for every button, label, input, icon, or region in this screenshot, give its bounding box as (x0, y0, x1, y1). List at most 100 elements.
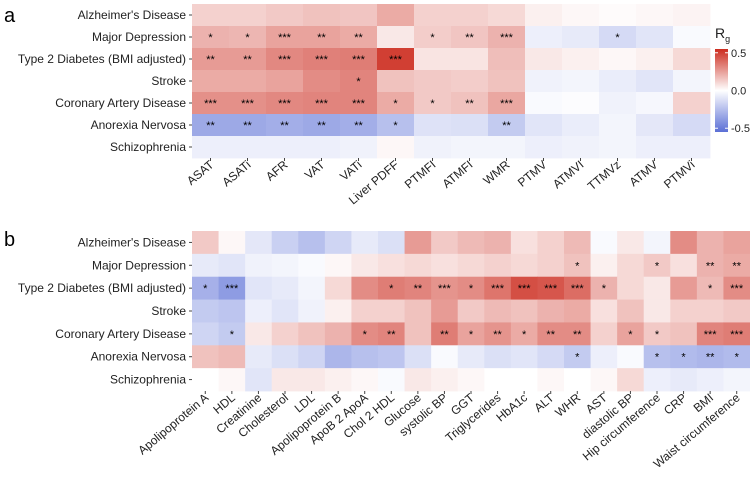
heatmap-cell-a-r5-c5 (377, 114, 415, 137)
heatmap-cell-b-r2-c3 (271, 276, 299, 300)
legend-tick-label-2: -0.5 (731, 123, 750, 135)
heatmap-cell-a-r2-c7 (451, 48, 489, 71)
heatmap-cell-a-r0-c10 (562, 4, 600, 27)
heatmap-cell-a-r4-c7 (451, 92, 489, 115)
heatmap-cell-b-r3-c14 (564, 299, 591, 323)
heatmap-cell-b-r5-c0 (192, 345, 219, 369)
heatmap-cell-a-r5-c8 (488, 114, 526, 137)
heatmap-cell-a-r2-c1 (229, 48, 267, 71)
heatmap-cell-b-r4-c13 (537, 322, 565, 346)
significance-marker-a-r4-c5: * (393, 98, 398, 110)
significance-marker-b-r5-c19: ** (706, 352, 715, 364)
heatmap-cell-b-r6-c0 (192, 368, 219, 392)
heatmap-cell-a-r4-c2 (266, 92, 304, 115)
heatmap-cell-a-r2-c6 (414, 48, 452, 71)
heatmap-cell-b-r5-c15 (590, 345, 618, 369)
heatmap-cell-a-r6-c7 (451, 136, 489, 159)
significance-marker-a-r5-c0: ** (206, 120, 215, 132)
heatmap-cell-a-r3-c0 (192, 70, 230, 93)
heatmap-cell-b-r5-c19 (696, 345, 724, 369)
significance-marker-a-r1-c1: * (245, 32, 250, 44)
heatmap-cell-b-r4-c4 (298, 322, 326, 346)
heatmap-cell-a-r2-c4 (340, 48, 378, 71)
heatmap-cell-a-r3-c3 (303, 70, 341, 93)
heatmap-cell-b-r2-c17 (643, 276, 671, 300)
significance-marker-b-r5-c18: * (681, 352, 686, 364)
heatmap-cell-a-r5-c13 (673, 114, 711, 137)
significance-marker-b-r2-c13: *** (544, 283, 558, 295)
heatmap-cell-a-r4-c1 (229, 92, 267, 115)
heatmap-cell-b-r3-c16 (617, 299, 645, 323)
heatmap-cell-a-r4-c11 (599, 92, 637, 115)
heatmap-cell-b-r4-c1 (218, 322, 246, 346)
heatmap-cell-b-r0-c0 (192, 231, 219, 255)
heatmap-cell-b-r3-c11 (484, 299, 512, 323)
heatmap-cell-b-r0-c7 (378, 231, 405, 255)
heatmap-cell-b-r0-c10 (457, 231, 485, 255)
heatmap-cell-b-r0-c19 (696, 231, 724, 255)
heatmap-cell-b-r1-c19 (696, 253, 724, 278)
significance-marker-b-r4-c13: ** (546, 329, 555, 341)
heatmap-panel-a: a* * *** ** ** * ** *** *** ** *** *** *** ******* ***… (4, 4, 711, 207)
heatmap-cell-b-r3-c20 (723, 299, 750, 323)
heatmap-cell-a-r0-c12 (636, 4, 674, 27)
heatmap-cell-b-r3-c0 (192, 299, 219, 323)
significance-marker-b-r4-c19: *** (704, 329, 718, 341)
significance-marker-a-r2-c0: ** (206, 54, 215, 66)
heatmap-cell-b-r2-c15 (590, 276, 618, 300)
heatmap-cell-a-r6-c2 (266, 136, 304, 159)
significance-marker-a-r4-c0: *** (204, 98, 218, 110)
heatmap-cell-b-r2-c13 (537, 276, 565, 300)
heatmap-cell-a-r0-c6 (414, 4, 452, 27)
heatmap-cell-b-r0-c12 (510, 231, 538, 255)
heatmap-cell-a-r2-c0 (192, 48, 230, 71)
heatmap-cell-a-r5-c1 (229, 114, 267, 137)
heatmap-cell-b-r4-c8 (404, 322, 432, 346)
heatmap-cell-b-r5-c1 (218, 345, 246, 369)
significance-marker-a-r5-c1: ** (243, 120, 252, 132)
row-label-alzheimer-s-disease: Alzheimer's Disease (78, 8, 187, 22)
heatmap-cell-b-r2-c1 (218, 276, 246, 300)
heatmap-cell-a-r5-c11 (599, 114, 637, 137)
heatmap-cell-b-r5-c2 (245, 345, 273, 369)
heatmap-cell-b-r1-c2 (245, 253, 273, 278)
heatmap-cell-a-r4-c10 (562, 92, 600, 115)
column-label-atmfi: ATMFI (440, 158, 476, 191)
heatmap-cell-a-r5-c0 (192, 114, 230, 137)
heatmap-cell-a-r1-c10 (562, 26, 600, 49)
heatmap-cell-a-r3-c9 (525, 70, 563, 93)
significance-marker-b-r4-c14: ** (573, 329, 582, 341)
heatmap-cell-a-r4-c12 (636, 92, 674, 115)
heatmap-cell-a-r4-c6 (414, 92, 452, 115)
heatmap-cell-b-r1-c14 (564, 253, 591, 278)
heatmap-cell-b-r0-c13 (537, 231, 565, 255)
heatmap-cell-b-r1-c10 (457, 253, 485, 278)
row-label-anorexia-nervosa: Anorexia Nervosa (91, 350, 187, 364)
heatmap-panel-b: b* * ** *** *** * ** *** * *** *** *** *** * * **** * ** *… (4, 229, 750, 471)
heatmap-cell-a-r0-c4 (340, 4, 378, 27)
rg-color-legend: Rg0.5 0.0 -0.5 (715, 25, 750, 135)
heatmap-cell-b-r6-c6 (351, 368, 379, 392)
heatmap-cell-b-r6-c18 (670, 368, 698, 392)
heatmap-cell-b-r2-c5 (324, 276, 352, 300)
heatmap-cell-b-r4-c14 (564, 322, 591, 346)
legend-tick-label-1: 0.0 (731, 86, 746, 98)
heatmap-cell-a-r6-c3 (303, 136, 341, 159)
heatmap-cell-b-r3-c10 (457, 299, 485, 323)
heatmap-cell-a-r1-c5 (377, 26, 415, 49)
heatmap-cell-b-r2-c14 (564, 276, 591, 300)
significance-marker-a-r3-c4: * (356, 76, 361, 88)
significance-marker-b-r2-c14: *** (571, 283, 585, 295)
heatmap-cell-b-r2-c16 (617, 276, 645, 300)
heatmap-cell-b-r2-c2 (245, 276, 273, 300)
heatmap-cell-b-r5-c4 (298, 345, 326, 369)
column-label-atmv: ATMV (627, 158, 661, 190)
heatmap-cell-b-r4-c2 (245, 322, 273, 346)
heatmap-cell-a-r0-c11 (599, 4, 637, 27)
heatmap-cell-b-r6-c15 (590, 368, 618, 392)
heatmap-cell-b-r2-c4 (298, 276, 326, 300)
heatmap-cell-b-r5-c16 (617, 345, 645, 369)
heatmap-cell-a-r6-c12 (636, 136, 674, 159)
heatmap-cell-a-r2-c9 (525, 48, 563, 71)
